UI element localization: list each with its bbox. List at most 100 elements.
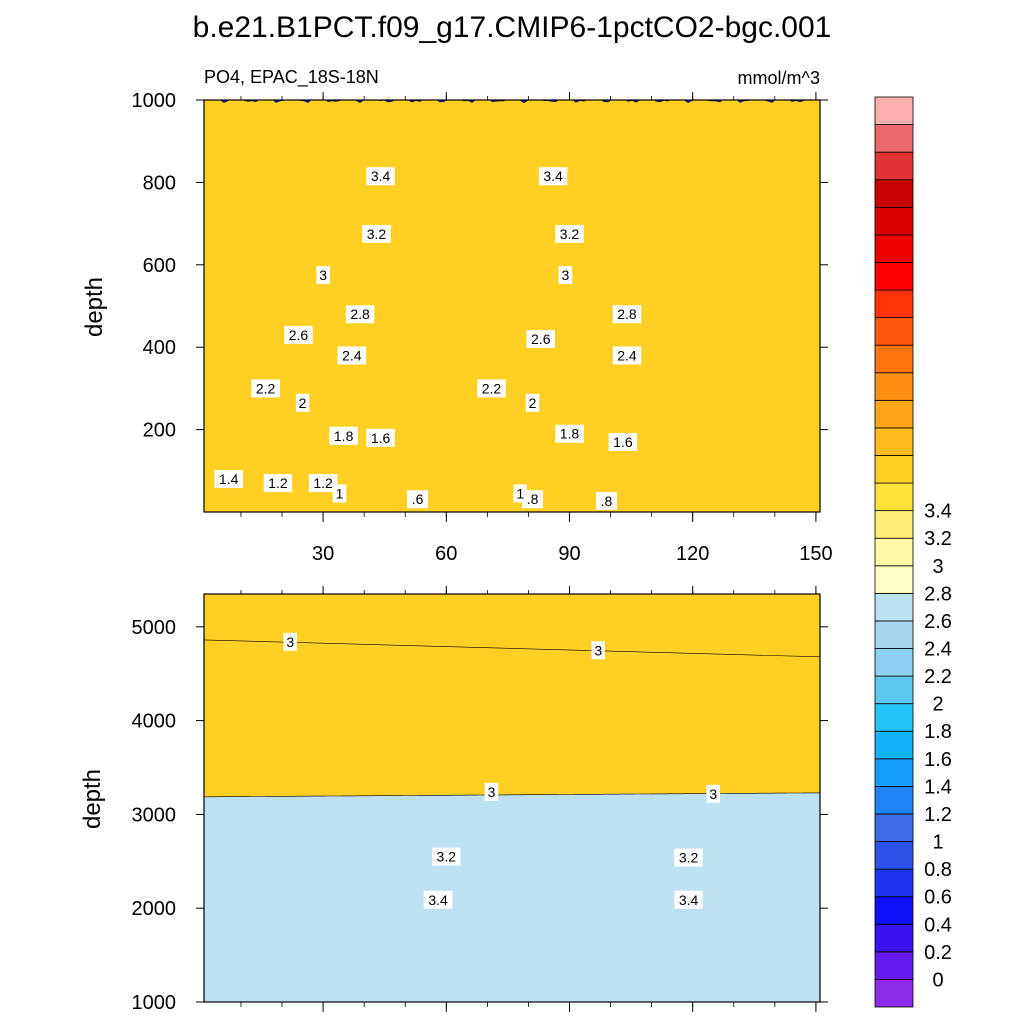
contour-label-text: .6: [412, 491, 424, 507]
lower-y-axis-label: depth: [79, 769, 106, 829]
colorbar-swatch: [874, 124, 914, 153]
colorbar-swatch: [874, 482, 914, 512]
colorbar-label: 2.2: [924, 666, 952, 688]
contour-label: 3.4: [366, 167, 395, 186]
colorbar-swatch: [874, 427, 914, 456]
colorbar-swatch: [874, 151, 914, 181]
contour-label: 1: [513, 484, 527, 503]
contour-label-box: [477, 379, 506, 398]
contour-label-box: [214, 470, 243, 489]
contour-label: 3.2: [555, 224, 584, 243]
contour-label-box: [591, 641, 605, 660]
contour-label-box: [513, 484, 527, 503]
contour-label-box: [526, 329, 555, 348]
panel-subtitle-right: mmol/m^3: [738, 68, 820, 88]
colorbar-swatch: [874, 868, 914, 898]
contour-label: 3.2: [674, 848, 703, 867]
colorbar-swatch: [874, 234, 914, 263]
x-tick-label: 30: [312, 543, 334, 565]
contour-label-text: 3: [488, 784, 496, 800]
colorbar-label: 1: [932, 832, 943, 854]
contour-label-box: [558, 266, 573, 285]
contour-label-box: [612, 305, 642, 324]
colorbar-swatch: [874, 758, 914, 787]
contour-label-text: 3.2: [437, 849, 457, 865]
contour-label-text: 1.8: [334, 428, 354, 444]
lower-panel: 3.4 3.4 3.2 3.2 3 3 3 3 1000 2000 3000 4000 5000: [132, 586, 828, 1014]
contour-label-box: [674, 848, 703, 867]
colorbar-label: 0.2: [924, 942, 952, 964]
contour-label-box: [329, 426, 358, 445]
contour-label: 3: [558, 266, 573, 285]
contour-label: 1.6: [608, 432, 638, 451]
contour-label: 2.8: [612, 305, 642, 324]
contour-label-text: 3: [709, 786, 717, 802]
contour-label: 3.4: [423, 890, 453, 909]
colorbar-swatch: [874, 179, 914, 208]
contour-label-box: [484, 782, 499, 801]
contour-label-box: [555, 224, 584, 243]
contour-label-text: 2.6: [531, 331, 551, 347]
y-tick-label: 4000: [132, 711, 177, 733]
colorbar-label: 1.6: [924, 749, 952, 771]
contour-label-text: 3.4: [428, 892, 448, 908]
contour-label-text: 1.6: [613, 434, 633, 450]
contour-label: 2.6: [526, 329, 555, 348]
contour-label: .6: [407, 490, 429, 509]
contour-label-box: [366, 428, 395, 447]
contour-band: [204, 100, 820, 512]
contour-label: 2.2: [477, 379, 506, 398]
colorbar-swatch: [874, 96, 914, 125]
colorbar-swatch: [874, 289, 914, 319]
contour-label: 3.2: [362, 224, 391, 243]
colorbar-swatch: [874, 372, 914, 401]
contour-label-box: [525, 393, 540, 412]
colorbar-label: 0.4: [924, 914, 952, 936]
contour-label-box: [251, 379, 280, 398]
colorbar-label: 1.2: [924, 804, 952, 826]
contour-label-text: 3: [286, 634, 294, 650]
colorbar-label: 1.8: [924, 721, 952, 743]
plot-frame: [203, 99, 821, 513]
contour-label-box: [608, 432, 638, 451]
colorbar-swatch: [874, 537, 914, 567]
colorbar-label: 1.4: [924, 776, 952, 798]
colorbar-label: 0.8: [924, 859, 952, 881]
contour-label-text: 2.4: [342, 347, 362, 363]
contour-label: 1.2: [263, 474, 293, 493]
upper-panel: .8.6.81 11.2 1.21.41.61.61.8 1.82 22.2 2.22.4…: [132, 90, 833, 565]
contour-label-text: 1.2: [268, 475, 288, 491]
contour-label-box: [337, 346, 367, 365]
colorbar-swatch: [874, 923, 914, 953]
y-tick-label: 2000: [132, 898, 177, 920]
contour-label-text: 2.6: [289, 327, 309, 343]
contour-label-box: [308, 474, 338, 493]
contour-label: 3: [316, 266, 330, 285]
x-tick-label: 120: [676, 543, 709, 565]
contour-label: 3: [706, 784, 720, 803]
contour-label-text: 3: [319, 267, 327, 283]
contour-label-text: 1.4: [219, 471, 239, 487]
contour-label-text: 3.4: [371, 168, 391, 184]
contour-label-text: 3: [561, 267, 569, 283]
contour-label-box: [283, 632, 297, 651]
contour-label: 3: [484, 782, 499, 801]
contour-label: .8: [595, 491, 617, 510]
contour-label-text: 2.8: [617, 306, 637, 322]
contour-label: 1.8: [329, 426, 358, 445]
y-tick-label: 600: [143, 255, 176, 277]
colorbar-swatch: [874, 785, 914, 815]
contour-label-text: 2.8: [350, 306, 370, 322]
contour-label-box: [522, 490, 544, 509]
figure-title: b.e21.B1PCT.f09_g17.CMIP6-1pctCO2-bgc.00…: [193, 11, 832, 44]
contour-label: 2.4: [337, 346, 367, 365]
upper-y-axis-label: depth: [81, 277, 108, 337]
contour-label: 2: [525, 393, 540, 412]
contour-label: 3.4: [674, 890, 703, 909]
contour-label-text: 3.4: [679, 892, 699, 908]
contour-label: 1.4: [214, 470, 243, 489]
contour-label-text: 1: [336, 485, 344, 501]
colorbar-swatch: [874, 675, 914, 705]
contour-label-box: [362, 224, 391, 243]
contour-label: 2: [295, 393, 310, 412]
